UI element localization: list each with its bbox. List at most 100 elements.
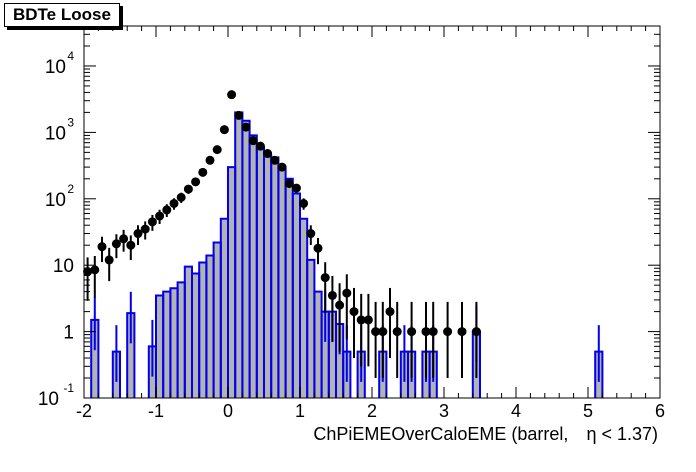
y-tick-label: 10 [45,190,66,211]
histogram-bar [91,319,99,398]
data-points [83,90,481,337]
mc-histogram-outline [90,111,604,398]
x-axis-label-main: ChPiEMEOverCaloEME (barrel, [313,424,569,444]
histogram-bar [328,311,336,398]
y-tick-label-exponent: 4 [67,49,74,63]
data-point [327,290,337,300]
y-tick-label-exponent: 2 [67,182,74,196]
data-point [385,307,395,317]
histogram-bar [285,178,293,398]
data-point [320,273,330,283]
histogram-bar [278,167,286,398]
histogram-bar [177,282,185,398]
data-point [126,240,136,250]
data-point [471,327,481,337]
histogram-bar [206,255,214,398]
histogram-bar [249,135,257,398]
data-point [291,183,301,193]
histogram-bar [228,167,236,398]
histogram-bar [300,218,308,398]
data-point [219,125,229,135]
data-point [227,90,237,100]
chart-title: BDTe Loose [4,3,120,27]
x-tick-label: 2 [367,401,377,421]
x-tick-label: -2 [76,401,92,421]
data-point [97,242,107,252]
data-point [198,167,208,177]
data-point [104,255,114,265]
data-point [155,211,165,221]
histogram-bar [256,147,264,398]
data-point [133,229,143,239]
data-point [428,327,438,337]
axis-ticks [83,25,661,399]
histogram-bar [314,291,322,398]
data-point [234,110,244,120]
y-tick-label: 10 [45,57,66,78]
data-point [162,205,172,215]
x-tick-label: 0 [223,401,233,421]
data-point [407,327,417,337]
histogram-bar [184,266,192,398]
histogram-bar [199,262,207,398]
y-tick-label: 10 [38,389,59,410]
data-point [111,239,121,249]
data-point [443,327,453,337]
data-point [457,327,467,337]
y-tick-label: 10 [53,256,74,277]
data-point [392,327,402,337]
data-point [140,224,150,234]
data-point [169,198,179,208]
data-point [191,177,201,187]
data-point [119,234,129,244]
histogram-bar [192,273,200,398]
data-point [306,229,316,239]
data-point [255,141,265,151]
data-point [241,122,251,132]
data-point [299,198,309,208]
histogram-bar [127,313,135,398]
data-point [270,155,280,165]
data-point [212,145,222,155]
data-point [349,307,359,317]
data-point [248,136,258,146]
data-point [356,315,366,325]
x-axis-label: ChPiEMEOverCaloEME (barrel, η < 1.37) [313,424,658,445]
histogram-bar [292,193,300,398]
data-point [176,192,186,202]
histogram-bar [170,288,178,398]
y-tick-label: 10 [45,123,66,144]
x-tick-label: 6 [655,401,665,421]
data-point [205,155,215,165]
data-point [421,327,431,337]
histogram-bar [336,324,344,398]
y-tick-label: 1 [63,323,74,344]
y-tick-label-exponent: 3 [67,115,74,129]
histogram-bar [156,295,164,398]
histogram-bar [242,120,250,398]
data-point [90,265,100,275]
x-tick-label: 1 [295,401,305,421]
x-tick-label: 5 [583,401,593,421]
histogram-bar [220,218,228,398]
data-point [378,327,388,337]
histogram-bar [235,112,243,398]
x-tick-label: 4 [511,401,521,421]
data-point [363,315,373,325]
data-point [147,217,157,227]
data-point [313,243,323,253]
data-point [263,149,273,159]
y-tick-label-exponent: -1 [63,381,74,395]
histogram-bar [321,311,329,398]
x-tick-label: 3 [439,401,449,421]
data-point [277,162,287,172]
histogram-bar [163,291,171,398]
data-point [284,178,294,188]
histogram-bar [271,157,279,398]
data-point [342,288,352,298]
histogram-bar [307,259,315,398]
data-point [335,300,345,310]
histogram-bar [264,155,272,398]
